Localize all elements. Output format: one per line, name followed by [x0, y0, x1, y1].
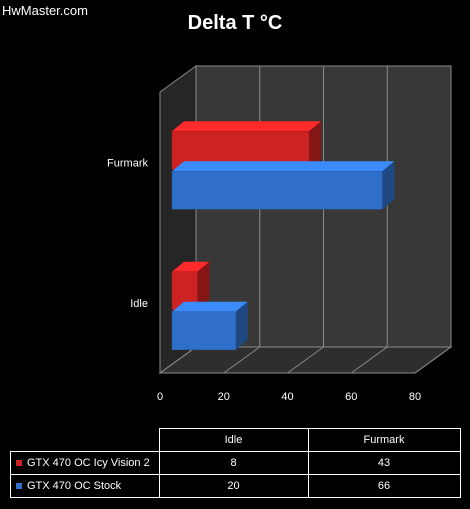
gridline	[287, 346, 324, 374]
bar	[171, 311, 236, 350]
bar-end	[197, 261, 210, 310]
table-cell: 43	[307, 451, 461, 475]
table-header-idle: Idle	[158, 428, 309, 452]
table-row: GTX 470 OC Icy Vision 2 8 43	[10, 451, 461, 475]
category-label: Furmark	[107, 157, 148, 169]
table-row-label: GTX 470 OC Icy Vision 2	[10, 451, 160, 475]
chart-title: Delta T °C	[187, 12, 283, 34]
bar-top	[172, 121, 322, 132]
table-header-row: Idle Furmark	[11, 428, 461, 452]
table-row: GTX 470 OC Stock 20 66	[10, 474, 461, 498]
bar-end	[309, 121, 322, 170]
x-tick-label: 80	[409, 391, 421, 403]
bar-top	[172, 301, 248, 312]
bar-end	[382, 161, 395, 210]
x-tick-label: 20	[218, 391, 230, 403]
bar-top	[172, 261, 210, 272]
x-tick-label: 60	[345, 391, 357, 403]
legend-swatch-icon	[16, 483, 22, 490]
series-name: GTX 470 OC Stock	[27, 480, 122, 492]
bar	[171, 171, 383, 210]
table-cell: 8	[158, 451, 309, 475]
bar-chart: Idle Furmark 0 20 40 60 80	[107, 65, 453, 403]
gridline	[223, 346, 261, 374]
x-tick-label: 0	[157, 391, 163, 403]
table-row-label: GTX 470 OC Stock	[10, 474, 160, 498]
series-name: GTX 470 OC Icy Vision 2	[27, 457, 150, 469]
legend-swatch-icon	[16, 460, 22, 467]
table-header-furmark: Furmark	[307, 428, 461, 452]
table-cell: 20	[158, 474, 309, 498]
bar-end	[235, 301, 248, 350]
gridline	[159, 346, 197, 374]
bar-top	[172, 161, 395, 172]
x-tick-label: 40	[281, 391, 293, 403]
table-cell: 66	[307, 474, 461, 498]
gridline	[414, 346, 452, 374]
data-table: Idle Furmark GTX 470 OC Icy Vision 2 8 4…	[10, 428, 461, 498]
category-label: Idle	[130, 298, 148, 310]
gridline	[350, 346, 388, 374]
watermark: HwMaster.com	[2, 3, 88, 18]
